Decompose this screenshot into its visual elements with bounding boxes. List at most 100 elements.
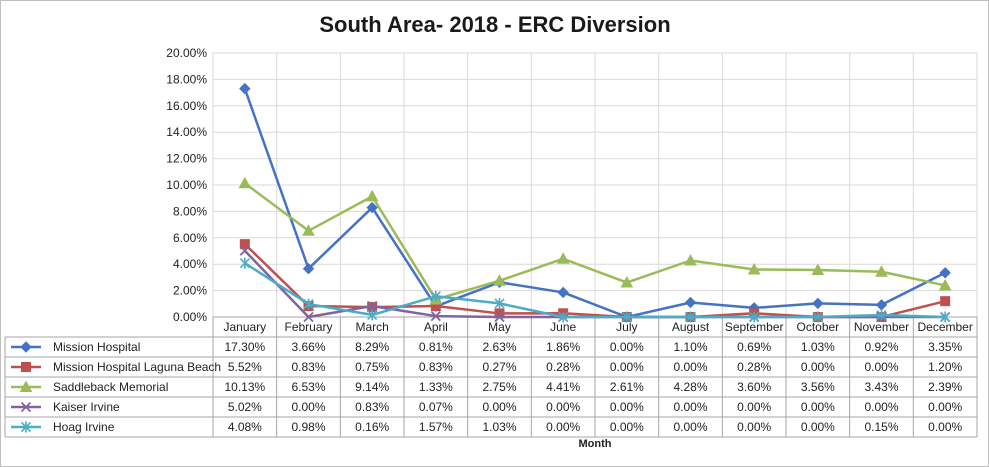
- data-label: 0.00%: [928, 400, 962, 414]
- data-label: 0.28%: [737, 360, 771, 374]
- table-row-mission-hospital: Mission Hospital 17.30% 3.66% 8.29% 0.81% 2.6…: [11, 340, 963, 354]
- data-point-saddleback-memorial: [620, 276, 634, 288]
- legend-label: Hoag Irvine: [53, 420, 115, 434]
- data-point-hoag-irvine: [558, 311, 569, 323]
- x-tick-label: October: [796, 320, 839, 334]
- data-point-hoag-irvine: [494, 297, 505, 309]
- data-label: 2.63%: [482, 340, 516, 354]
- data-point-saddleback-memorial: [684, 253, 697, 266]
- y-axis: 0.00% 2.00% 4.00% 6.00% 8.00% 10.00% 12.00% 14.…: [166, 46, 207, 324]
- legend-key-marker: [21, 362, 31, 372]
- data-point-mission-hospital: [684, 296, 697, 309]
- data-point-hoag-irvine: [367, 309, 378, 321]
- data-point-kaiser-irvine: [494, 311, 505, 323]
- data-point-mission-hospital-laguna-beach: [239, 239, 250, 250]
- plot-area: [238, 82, 952, 323]
- data-label: 10.13%: [224, 380, 265, 394]
- data-label: 3.66%: [291, 340, 325, 354]
- series-line-hoag-irvine: [244, 262, 946, 319]
- x-tick-label: April: [424, 320, 448, 334]
- data-label: 0.28%: [546, 360, 580, 374]
- data-label: 0.00%: [610, 360, 644, 374]
- data-label: 4.28%: [673, 380, 707, 394]
- data-label: 0.07%: [419, 400, 453, 414]
- data-point-mission-hospital: [239, 82, 251, 95]
- data-label: 0.00%: [673, 360, 707, 374]
- data-label: 0.00%: [610, 340, 644, 354]
- data-label: 1.86%: [546, 340, 580, 354]
- data-label: 0.00%: [801, 400, 835, 414]
- y-tick-label: 14.00%: [166, 125, 207, 139]
- y-tick-label: 4.00%: [173, 257, 207, 271]
- y-tick-label: 20.00%: [166, 46, 207, 60]
- data-label: 0.00%: [673, 420, 707, 434]
- data-label: 0.27%: [482, 360, 516, 374]
- y-tick-label: 10.00%: [166, 178, 207, 192]
- data-label: 0.00%: [801, 420, 835, 434]
- legend-label: Mission Hospital Laguna Beach: [53, 360, 221, 374]
- y-tick-label: 6.00%: [173, 231, 207, 245]
- data-point-saddleback-memorial: [302, 224, 315, 236]
- series-line-saddleback-memorial: [244, 182, 946, 301]
- legend-key-marker: [20, 401, 32, 413]
- data-point-kaiser-irvine: [303, 311, 314, 323]
- y-tick-label: 2.00%: [173, 284, 207, 298]
- data-label: 0.81%: [419, 340, 453, 354]
- data-point-mission-hospital: [302, 262, 315, 275]
- data-point-mission-hospital-laguna-beach: [940, 296, 951, 307]
- data-label: 2.75%: [482, 380, 516, 394]
- data-point-saddleback-memorial: [238, 176, 252, 189]
- data-point-mission-hospital: [812, 297, 824, 310]
- grid-layer: [212, 52, 978, 318]
- y-tick-label: 0.00%: [173, 310, 207, 324]
- data-label: 0.00%: [291, 400, 325, 414]
- legend-key-marker: [20, 421, 32, 433]
- data-label: 0.00%: [801, 360, 835, 374]
- chart-title: South Area- 2018 - ERC Diversion: [319, 12, 670, 37]
- data-point-hoag-irvine: [876, 309, 887, 321]
- data-label: 0.00%: [482, 400, 516, 414]
- data-label: 1.33%: [419, 380, 453, 394]
- data-point-hoag-irvine: [940, 311, 951, 323]
- data-point-saddleback-memorial: [747, 262, 761, 275]
- data-label: 3.56%: [801, 380, 835, 394]
- data-label: 0.00%: [737, 400, 771, 414]
- data-label: 2.39%: [928, 380, 962, 394]
- data-point-saddleback-memorial: [875, 265, 888, 277]
- y-tick-label: 16.00%: [166, 99, 207, 113]
- x-tick-label: December: [917, 320, 972, 334]
- data-point-hoag-irvine: [239, 257, 250, 269]
- data-label: 0.00%: [673, 400, 707, 414]
- data-label: 5.02%: [228, 400, 262, 414]
- data-label: 0.00%: [546, 400, 580, 414]
- data-label: 0.83%: [291, 360, 325, 374]
- data-label: 0.00%: [864, 400, 898, 414]
- x-tick-label: February: [284, 320, 332, 334]
- data-point-kaiser-irvine: [430, 310, 441, 322]
- legend-key-marker: [20, 341, 32, 353]
- data-label: 0.00%: [737, 420, 771, 434]
- data-label: 0.15%: [864, 420, 898, 434]
- table-row-saddleback-memorial: Saddleback Memorial 10.13% 6.53% 9.14% 1.33%…: [11, 380, 963, 394]
- y-tick-label: 18.00%: [166, 72, 207, 86]
- x-tick-label: March: [355, 320, 388, 334]
- data-label: 0.00%: [546, 420, 580, 434]
- data-label: 1.10%: [673, 340, 707, 354]
- series-line-mission-hospital: [243, 88, 946, 319]
- data-label: 6.53%: [291, 380, 325, 394]
- y-tick-label: 8.00%: [173, 204, 207, 218]
- data-point-saddleback-memorial: [556, 252, 570, 264]
- legend-label: Kaiser Irvine: [53, 400, 120, 414]
- x-tick-label: September: [725, 320, 784, 334]
- data-point-hoag-irvine: [303, 298, 314, 310]
- data-point-hoag-irvine: [812, 311, 823, 323]
- data-label: 4.08%: [228, 420, 262, 434]
- legend-key-marker: [19, 380, 33, 392]
- data-label: 0.75%: [355, 360, 389, 374]
- data-point-mission-hospital: [939, 267, 951, 279]
- data-point-mission-hospital: [875, 299, 888, 311]
- table-row-mission-hospital-laguna-beach: Mission Hospital Laguna Beach 5.52% 0.83% 0…: [11, 360, 963, 374]
- x-tick-label: June: [550, 320, 576, 334]
